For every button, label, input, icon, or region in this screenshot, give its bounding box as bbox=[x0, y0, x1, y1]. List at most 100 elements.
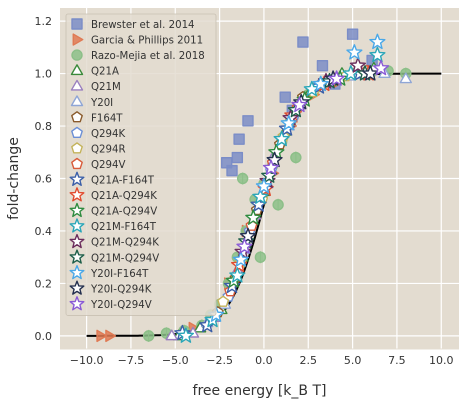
x-tick-label: −10.0 bbox=[70, 354, 104, 367]
data-point-19 bbox=[262, 159, 280, 175]
y-tick-label: 0.8 bbox=[35, 120, 53, 133]
data-point-2 bbox=[96, 329, 108, 343]
legend-marker bbox=[70, 64, 84, 76]
data-point-3 bbox=[290, 151, 302, 164]
data-point-1 bbox=[233, 133, 245, 145]
legend-entry: Y20I bbox=[90, 98, 113, 109]
legend-entry: Q294V bbox=[91, 160, 125, 171]
x-tick-label: 2.5 bbox=[300, 354, 318, 367]
data-point-18 bbox=[266, 151, 283, 168]
legend-marker bbox=[71, 18, 83, 30]
legend-marker bbox=[69, 280, 85, 295]
legend-entry: Q294R bbox=[91, 144, 126, 155]
legend-marker bbox=[71, 111, 83, 123]
x-tick-label: −2.5 bbox=[206, 354, 233, 367]
data-point-14 bbox=[342, 65, 359, 81]
data-point-17 bbox=[255, 177, 273, 194]
x-tick-label: 7.5 bbox=[388, 354, 406, 367]
legend-entry: Razo-Mejia et al. 2018 bbox=[91, 51, 205, 62]
legend-entry: Q21M-F164T bbox=[91, 222, 157, 233]
legend-marker bbox=[69, 202, 85, 218]
y-tick-label: 0.6 bbox=[35, 173, 53, 186]
legend-entry: Q21M-Q294K bbox=[91, 238, 159, 249]
x-tick-label: −7.5 bbox=[118, 354, 145, 367]
legend-marker bbox=[69, 171, 85, 186]
legend-marker bbox=[70, 79, 84, 91]
legend-entry: Y20I-Q294V bbox=[90, 300, 152, 311]
legend-entry: Garcia & Phillips 2011 bbox=[91, 36, 203, 47]
data-points bbox=[96, 28, 412, 343]
x-tick-label: −5.0 bbox=[162, 354, 189, 367]
x-tick-label: 10.0 bbox=[429, 354, 454, 367]
data-point-19 bbox=[291, 96, 308, 113]
legend: Brewster et al. 2014 Garcia & Phillips 20… bbox=[65, 13, 217, 316]
data-point-19 bbox=[328, 70, 345, 86]
data-point-1 bbox=[297, 36, 309, 48]
data-point-14 bbox=[273, 130, 290, 147]
x-tick-label: 0.0 bbox=[255, 354, 273, 367]
data-point-17 bbox=[232, 251, 249, 267]
data-point-14 bbox=[252, 188, 269, 204]
data-point-9 bbox=[217, 295, 230, 307]
x-axis-label: free energy [k_B T] bbox=[193, 383, 327, 399]
legend-marker bbox=[72, 33, 84, 46]
data-point-14 bbox=[177, 327, 194, 343]
legend-marker bbox=[71, 126, 83, 138]
legend-entry: F164T bbox=[91, 113, 123, 124]
data-point-1 bbox=[242, 115, 254, 127]
legend-marker bbox=[69, 249, 85, 264]
data-point-1 bbox=[346, 28, 359, 40]
data-point-14 bbox=[369, 46, 386, 63]
axes: −10.0 −7.5 −5.0 −2.5 0.0 2.5 5.0 7.5 10.0 0.0 0.2 0… bbox=[35, 15, 459, 367]
data-point-17 bbox=[312, 75, 329, 92]
y-tick-label: 0.2 bbox=[35, 277, 53, 290]
data-point-2 bbox=[105, 329, 117, 343]
data-point-15 bbox=[349, 57, 366, 73]
legend-marker bbox=[69, 296, 85, 311]
legend-marker bbox=[69, 265, 85, 280]
data-point-18 bbox=[362, 65, 379, 81]
legend-marker bbox=[69, 218, 85, 233]
data-point-18 bbox=[239, 227, 257, 244]
data-point-3 bbox=[142, 330, 155, 342]
data-point-5 bbox=[165, 329, 178, 341]
legend-marker bbox=[71, 142, 83, 154]
data-point-1 bbox=[231, 151, 244, 164]
legend-entry: Y20I-F164T bbox=[90, 269, 149, 280]
legend-entry: Y20I-Q294K bbox=[90, 284, 152, 295]
data-point-19 bbox=[236, 238, 253, 254]
data-point-1 bbox=[316, 60, 329, 72]
data-point-19 bbox=[372, 59, 390, 76]
y-tick-label: 0.0 bbox=[35, 330, 53, 343]
data-point-1 bbox=[226, 164, 238, 177]
data-point-6 bbox=[399, 72, 412, 84]
legend-marker bbox=[69, 233, 85, 249]
legend-entry: Brewster et al. 2014 bbox=[91, 20, 195, 31]
legend-marker bbox=[69, 187, 85, 202]
legend-entry: Q21A-Q294V bbox=[91, 207, 157, 218]
data-point-13 bbox=[245, 209, 262, 225]
x-tick-label: 5.0 bbox=[344, 354, 362, 367]
y-tick-label: 1.2 bbox=[35, 15, 53, 28]
legend-box bbox=[65, 13, 217, 316]
data-point-3 bbox=[254, 251, 267, 263]
legend-entry: Q21M bbox=[91, 82, 121, 93]
y-tick-label: 1.0 bbox=[35, 68, 53, 81]
data-point-14 bbox=[229, 267, 246, 283]
legend-entry: Q21A-F164T bbox=[91, 176, 155, 187]
y-tick-label: 0.4 bbox=[35, 225, 53, 238]
y-axis-label: fold-change bbox=[6, 137, 22, 220]
data-point-1 bbox=[279, 91, 291, 103]
legend-marker bbox=[70, 95, 84, 107]
legend-entry: Q21A-Q294K bbox=[91, 191, 157, 202]
legend-entry: Q21A bbox=[91, 67, 119, 78]
legend-marker bbox=[71, 157, 83, 170]
legend-entry: Q21M-Q294V bbox=[91, 253, 159, 264]
data-point-3 bbox=[236, 172, 249, 185]
data-point-17 bbox=[369, 33, 386, 50]
data-point-17 bbox=[280, 114, 297, 131]
data-point-3 bbox=[272, 199, 284, 211]
data-point-17 bbox=[346, 44, 363, 60]
legend-entry: Q294K bbox=[91, 129, 125, 140]
